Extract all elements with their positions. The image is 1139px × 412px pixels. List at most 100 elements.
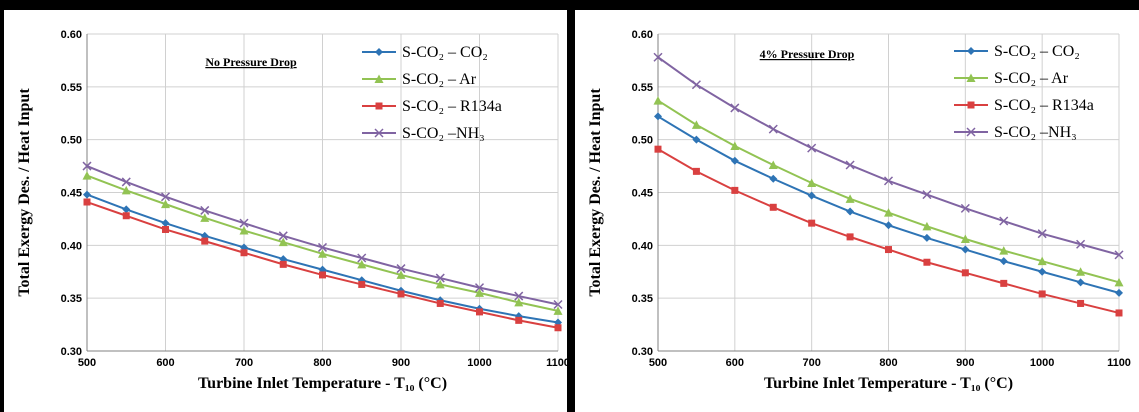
data-point [846,233,854,241]
data-point [692,167,700,175]
data-point [515,316,523,324]
y-tick-label: 0.45 [61,188,82,200]
data-point [160,192,171,202]
data-point [553,306,563,315]
data-point [731,186,739,194]
chart-subtitle: 4% Pressure Drop [760,47,855,61]
data-point [654,112,662,121]
data-point [161,219,170,228]
data-point [319,271,326,279]
legend-marker [374,128,384,138]
data-point [808,219,816,227]
y-tick-label: 0.60 [61,29,82,41]
series-2 [654,145,1123,317]
y-tick-label: 0.55 [632,82,653,94]
legend-marker [374,74,384,83]
data-point [807,178,817,187]
data-point [161,199,170,209]
legend-entry-2: S-CO₂ – R134a [954,97,1094,114]
data-point [553,299,563,310]
data-point [318,249,327,258]
data-point [200,205,210,215]
data-point [730,141,740,151]
data-point [122,212,130,220]
data-point [278,237,288,247]
data-point [999,216,1009,226]
y-tick-label: 0.30 [632,346,653,358]
data-point [239,226,249,235]
data-point [82,161,92,171]
data-point [1076,278,1085,287]
data-point [397,290,405,298]
legend-marker [966,73,976,82]
data-point [121,177,131,187]
data-point [923,258,931,266]
data-point [435,279,445,289]
legend-label: S-CO₂ – R134a [994,97,1094,114]
data-point [1038,290,1046,298]
legend-entry-0: S-CO₂ – CO₂ [362,44,488,61]
x-tick-label: 600 [156,357,174,369]
data-point [122,205,131,214]
y-tick-label: 0.35 [61,293,82,305]
y-tick-label: 0.60 [632,29,653,41]
data-point [357,259,367,269]
data-point [653,52,663,62]
x-tick-label: 900 [392,357,410,369]
chart-4pct-pressure-drop: 0.30 0.35 0.40 0.45 0.50 0.55 0.60 500 600 700 800… [587,29,1131,392]
y-tick-label: 0.45 [632,188,653,200]
y-tick-label: 0.40 [632,240,653,252]
series-2 [83,198,562,332]
data-point [922,190,932,200]
data-point [960,234,970,243]
data-point [278,231,288,241]
data-point [514,291,524,301]
data-point [922,221,932,231]
data-point [884,221,893,230]
y-tick-label: 0.55 [61,82,82,94]
legend-label: S-CO₂ – R134a [402,98,502,115]
data-point [807,191,816,200]
legend-entry-3: S-CO₂ –NH₃ [954,124,1077,141]
legend-label: S-CO₂ – Ar [994,70,1069,87]
x-tick-label: 800 [879,357,897,369]
x-axis-label: Turbine Inlet Temperature - T₁₀ (°C) [198,375,447,392]
data-point [768,160,778,170]
legend-marker [967,101,975,109]
x-tick-label: 700 [802,357,820,369]
data-point [162,225,169,233]
data-point [396,264,406,274]
data-point [1115,288,1123,297]
data-point [476,308,483,316]
data-point [475,288,484,297]
legend-entry-1: S-CO₂ – Ar [362,71,477,88]
legend-entry-1: S-CO₂ – Ar [954,70,1069,87]
data-point [240,249,248,257]
y-tick-label: 0.40 [61,240,82,252]
data-point [846,207,855,216]
data-point [1076,267,1086,276]
data-point [768,124,778,134]
data-point [654,145,662,153]
data-point [730,156,739,165]
data-point [961,245,970,254]
x-tick-label: 900 [956,357,974,369]
data-point [201,237,209,245]
data-point [845,160,855,170]
x-tick-label: 1100 [1107,357,1131,369]
data-point [358,280,366,288]
series-3 [653,52,1124,260]
data-point [82,171,92,180]
series-1 [82,171,563,315]
y-tick-label: 0.35 [632,293,653,305]
data-point [554,324,562,332]
x-tick-label: 1000 [467,357,491,369]
data-point [514,297,524,307]
legend-marker [375,102,383,110]
data-point [474,283,485,293]
data-point [436,299,444,307]
data-point [807,143,817,153]
data-point [435,273,445,283]
data-point [922,233,931,242]
series-0 [654,112,1123,297]
